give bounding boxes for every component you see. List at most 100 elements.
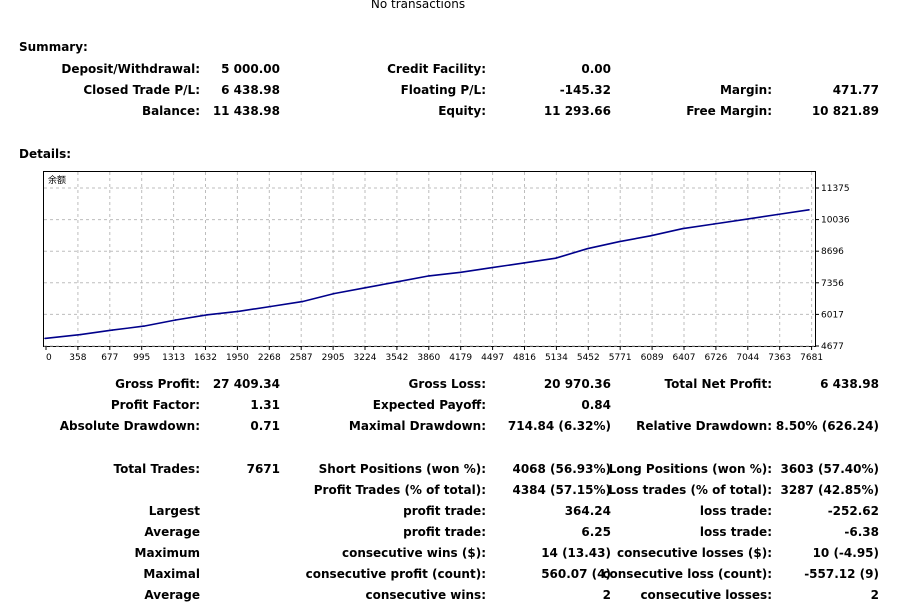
x-tick-label: 1313 (162, 353, 185, 363)
max-consecutive-wins-label: consecutive wins ($): (341, 546, 486, 560)
balance-point (174, 319, 177, 321)
short-positions-label: Short Positions (won %): (318, 462, 486, 476)
loss-trades-label: Loss trades (% of total): (608, 483, 772, 497)
profit-trades-value: 4384 (57.15%) (512, 483, 611, 497)
average-consecutive-wins-label: consecutive wins: (365, 588, 486, 602)
long-positions-value: 3603 (57.40%) (780, 462, 879, 476)
maximal-label: Maximal (143, 567, 200, 581)
x-tick-label: 6089 (641, 353, 664, 363)
summary-title: Summary: (19, 40, 88, 54)
average-consecutive-losses-value: 2 (870, 588, 879, 602)
balance-value: 11 438.98 (212, 104, 280, 118)
relative-drawdown-label: Relative Drawdown: (636, 419, 772, 433)
closed-trade-value: 6 438.98 (221, 83, 280, 97)
free-margin-value: 10 821.89 (811, 104, 879, 118)
gross-profit-value: 27 409.34 (212, 377, 280, 391)
x-tick-label: 7044 (736, 353, 759, 363)
loss-trades-value: 3287 (42.85%) (780, 483, 879, 497)
chart-series (44, 209, 810, 340)
balance-point (776, 213, 779, 216)
x-tick-label: 4816 (513, 353, 536, 363)
margin-label: Margin: (719, 83, 772, 97)
balance-point (396, 280, 399, 283)
largest-loss-trade-value: -252.62 (827, 504, 879, 518)
total-net-profit-value: 6 438.98 (820, 377, 879, 391)
average-label: Average (144, 525, 200, 539)
average-loss-trade-value: -6.38 (844, 525, 879, 539)
largest-label: Largest (148, 504, 200, 518)
x-tick-label: 3542 (385, 353, 408, 363)
balance-point (586, 247, 589, 250)
chart-x-ticks: 0 358 677 995 1313 1632 1950 2268 2587 2905 3224 35… (45, 346, 823, 363)
free-margin-label: Free Margin: (686, 104, 772, 118)
x-tick-label: 677 (101, 353, 118, 363)
no-transactions-text: No transactions (370, 0, 466, 11)
balance-point (44, 337, 46, 340)
balance-point (143, 325, 145, 327)
margin-value: 471.77 (832, 83, 879, 97)
chart-y-ticks: 11375 10036 8696 7356 6017 4677 (815, 184, 850, 352)
largest-profit-trade-value: 364.24 (564, 504, 611, 518)
absolute-drawdown-value: 0.71 (250, 419, 280, 433)
maximal-drawdown-label: Maximal Drawdown: (348, 419, 486, 433)
total-trades-label: Total Trades: (113, 462, 200, 476)
x-tick-label: 358 (69, 353, 86, 363)
balance-point (269, 305, 272, 308)
credit-facility-label: Credit Facility: (387, 62, 486, 76)
closed-trade-label: Closed Trade P/L: (83, 83, 200, 97)
profit-factor-value: 1.31 (250, 398, 280, 412)
largest-profit-trade-label: profit trade: (403, 504, 486, 518)
balance-point (206, 313, 209, 316)
y-tick-label: 10036 (821, 216, 850, 226)
balance-point (428, 275, 430, 277)
x-tick-label: 1632 (194, 353, 217, 363)
balance-point (713, 223, 715, 225)
x-tick-label: 7363 (768, 353, 791, 363)
x-tick-label: 6726 (704, 353, 727, 363)
x-tick-label: 0 (46, 353, 52, 363)
x-tick-label: 2268 (258, 353, 281, 363)
balance-point (459, 271, 462, 274)
average-loss-trade-label: loss trade: (699, 525, 772, 539)
balance-point (523, 262, 525, 264)
maximal-consecutive-profit-label: consecutive profit (count): (305, 567, 486, 581)
short-positions-value: 4068 (56.93%) (512, 462, 611, 476)
balance-point (111, 329, 114, 331)
maximal-drawdown-value: 714.84 (6.32%) (507, 419, 611, 433)
balance-point (808, 209, 810, 211)
balance-chart: 11375 10036 8696 7356 6017 4677 0 358 677 995 131… (43, 171, 850, 363)
max-consecutive-wins-value: 14 (13.43) (541, 546, 611, 560)
equity-label: Equity: (438, 104, 486, 118)
gross-profit-label: Gross Profit: (115, 377, 200, 391)
deposit-value: 5 000.00 (221, 62, 280, 76)
max-consecutive-losses-value: 10 (-4.95) (812, 546, 879, 560)
gross-loss-value: 20 970.36 (543, 377, 611, 391)
x-tick-label: 6407 (673, 353, 696, 363)
gross-loss-label: Gross Loss: (408, 377, 486, 391)
x-tick-label: 5134 (545, 353, 568, 363)
y-tick-label: 11375 (821, 184, 850, 194)
x-tick-label: 3224 (354, 353, 377, 363)
relative-drawdown-value: 8.50% (626.24) (775, 419, 879, 433)
y-tick-label: 4677 (821, 342, 844, 352)
x-tick-label: 5771 (609, 353, 632, 363)
long-positions-label: Long Positions (won %): (608, 462, 772, 476)
chart-plot-area (43, 171, 816, 347)
balance-point (618, 240, 620, 243)
balance-point (491, 266, 494, 269)
balance-point (681, 227, 684, 230)
x-tick-label: 3860 (417, 353, 440, 363)
expected-payoff-value: 0.84 (581, 398, 611, 412)
average-profit-trade-label: profit trade: (403, 525, 486, 539)
maximal-consecutive-loss-label: consecutive loss (count): (602, 567, 772, 581)
details-title: Details: (19, 147, 72, 161)
total-trades-value: 7671 (246, 462, 280, 476)
balance-point (364, 286, 367, 289)
average-profit-trade-value: 6.25 (581, 525, 611, 539)
profit-factor-label: Profit Factor: (110, 398, 200, 412)
absolute-drawdown-label: Absolute Drawdown: (59, 419, 200, 433)
x-tick-label: 7681 (800, 353, 823, 363)
balance-point (301, 300, 304, 303)
y-tick-label: 7356 (821, 279, 844, 289)
